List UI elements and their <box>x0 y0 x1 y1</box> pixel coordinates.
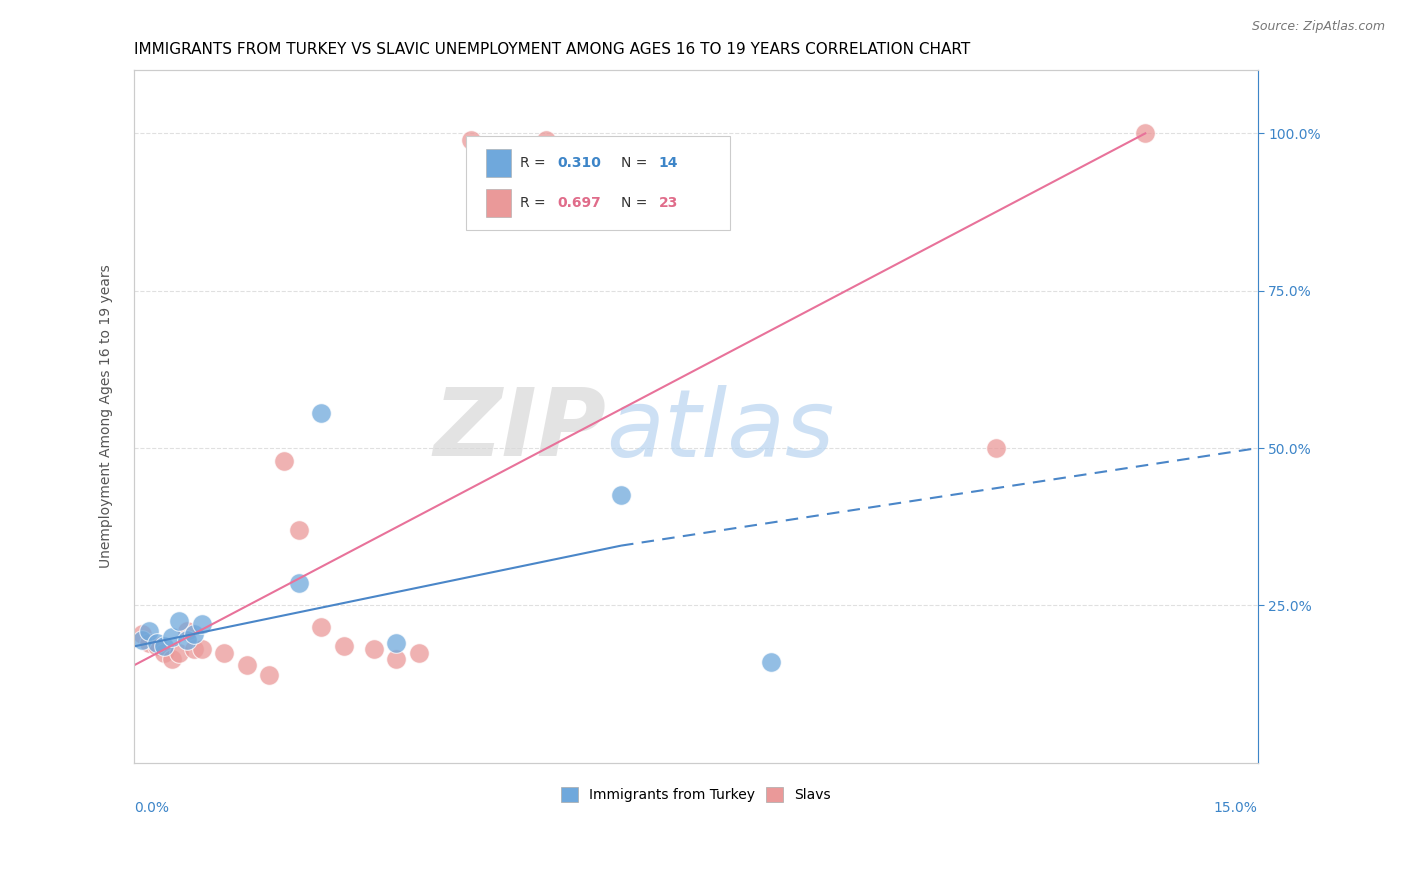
Text: Source: ZipAtlas.com: Source: ZipAtlas.com <box>1251 20 1385 33</box>
Point <box>190 642 212 657</box>
Text: R =: R = <box>520 156 550 170</box>
Point <box>153 646 176 660</box>
Point <box>131 633 153 648</box>
Legend: Immigrants from Turkey, Slavs: Immigrants from Turkey, Slavs <box>555 782 837 808</box>
Text: atlas: atlas <box>606 385 834 476</box>
FancyBboxPatch shape <box>465 136 730 229</box>
Point <box>176 633 198 648</box>
Y-axis label: Unemployment Among Ages 16 to 19 years: Unemployment Among Ages 16 to 19 years <box>100 265 114 568</box>
Point <box>1135 127 1157 141</box>
Point <box>408 646 430 660</box>
Point <box>145 636 167 650</box>
Text: 0.0%: 0.0% <box>134 801 169 815</box>
Point <box>160 630 183 644</box>
Point <box>610 488 633 502</box>
Text: N =: N = <box>620 196 651 210</box>
Point <box>131 626 153 640</box>
Point <box>138 636 160 650</box>
Point <box>183 642 205 657</box>
Point <box>288 523 311 537</box>
Point <box>363 642 385 657</box>
Point <box>460 133 482 147</box>
Point <box>311 620 333 634</box>
Point <box>257 667 280 681</box>
Point <box>183 626 205 640</box>
Text: 23: 23 <box>659 196 678 210</box>
Point <box>153 640 176 654</box>
Point <box>385 652 408 666</box>
Point <box>145 640 167 654</box>
Text: ZIP: ZIP <box>433 384 606 476</box>
Point <box>167 646 190 660</box>
Point <box>160 652 183 666</box>
Point <box>534 133 557 147</box>
Point <box>273 453 295 467</box>
Point <box>190 617 212 632</box>
Point <box>138 624 160 638</box>
Text: 15.0%: 15.0% <box>1213 801 1257 815</box>
Point <box>176 624 198 638</box>
Text: 0.697: 0.697 <box>558 196 602 210</box>
Text: N =: N = <box>620 156 651 170</box>
Text: 0.310: 0.310 <box>558 156 602 170</box>
Point <box>167 614 190 628</box>
Text: 14: 14 <box>659 156 678 170</box>
Text: R =: R = <box>520 196 550 210</box>
Point <box>984 441 1007 455</box>
Point <box>212 646 235 660</box>
Point <box>385 636 408 650</box>
FancyBboxPatch shape <box>486 149 510 177</box>
Point <box>333 640 356 654</box>
Point <box>311 407 333 421</box>
Point <box>288 576 311 591</box>
Point <box>759 655 782 669</box>
FancyBboxPatch shape <box>486 189 510 217</box>
Text: IMMIGRANTS FROM TURKEY VS SLAVIC UNEMPLOYMENT AMONG AGES 16 TO 19 YEARS CORRELAT: IMMIGRANTS FROM TURKEY VS SLAVIC UNEMPLO… <box>134 42 970 57</box>
Point <box>235 658 257 673</box>
